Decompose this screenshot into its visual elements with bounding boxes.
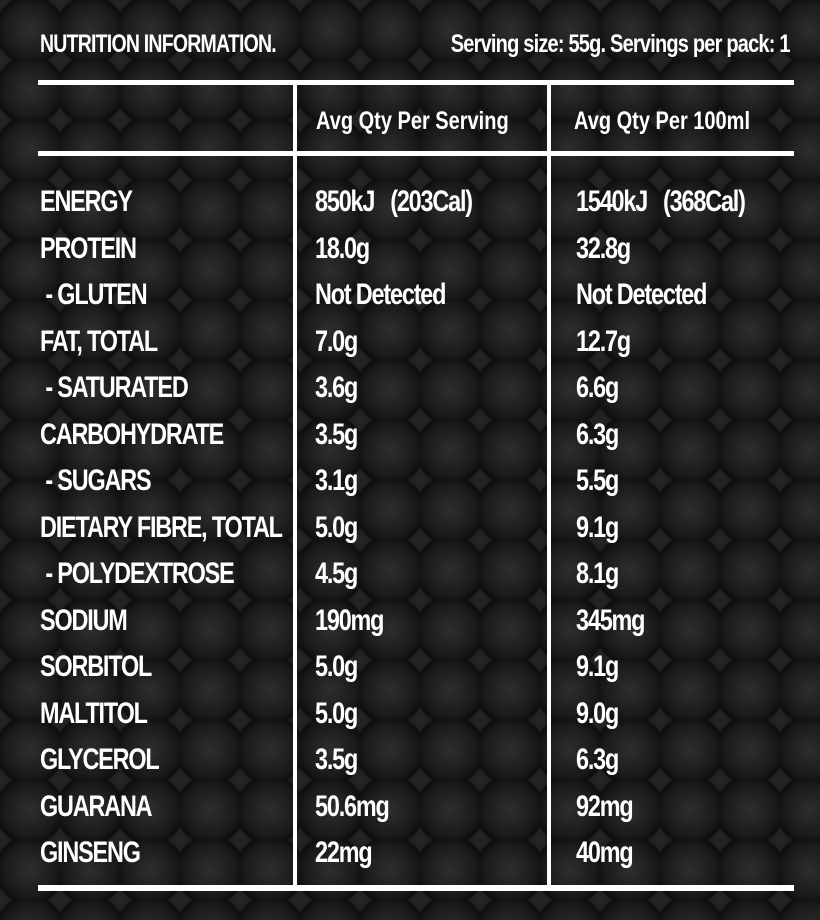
value-per-serving: 5.0g xyxy=(315,510,358,544)
table-row: PROTEIN 18.0g 32.8g xyxy=(40,232,800,279)
value-per-100: 6.3g xyxy=(576,417,619,451)
value-per-serving: 50.6mg xyxy=(315,789,390,823)
value-per-100: 1540kJ (368Cal) xyxy=(576,185,746,218)
value-per-100: 12.7g xyxy=(576,324,631,358)
value-per-serving: 3.5g xyxy=(315,743,358,776)
value-per-100: 345mg xyxy=(576,603,645,637)
nutrient-name: GLYCEROL xyxy=(40,743,160,776)
value-per-serving: 5.0g xyxy=(315,696,358,730)
value-per-100: 9.1g xyxy=(576,510,619,544)
table-row: FAT, TOTAL 7.0g 12.7g xyxy=(40,325,800,372)
nutrient-name: FAT, TOTAL xyxy=(40,324,158,358)
table-row: GINSENG 22mg 40mg xyxy=(40,836,800,883)
nutrient-name: - POLYDEXTROSE xyxy=(40,557,234,590)
nutrient-rows: ENERGY 850kJ (203Cal) 1540kJ (368Cal) PROTE… xyxy=(40,185,800,883)
value-per-100: 5.5g xyxy=(576,464,619,497)
value-per-serving: 3.1g xyxy=(315,464,358,497)
value-per-serving: 18.0g xyxy=(315,231,370,265)
nutrient-name: MALTITOL xyxy=(40,696,148,730)
nutrient-name: GUARANA xyxy=(40,789,153,823)
table-row: - SATURATED 3.6g 6.6g xyxy=(40,371,800,418)
column-header-per-100: Avg Qty Per 100ml xyxy=(574,107,751,135)
column-divider-2 xyxy=(547,80,551,888)
column-header-per-serving: Avg Qty Per Serving xyxy=(316,107,509,135)
value-per-100: 9.0g xyxy=(576,696,619,730)
nutrient-name: DIETARY FIBRE, TOTAL xyxy=(40,510,283,544)
nutrient-name: - GLUTEN xyxy=(40,278,147,311)
table-row: GUARANA 50.6mg 92mg xyxy=(40,790,800,837)
value-per-100: 9.1g xyxy=(576,650,619,683)
nutrient-name: GINSENG xyxy=(40,836,141,869)
column-divider-1 xyxy=(293,80,297,888)
value-per-serving: 4.5g xyxy=(315,557,358,590)
value-per-serving: 3.5g xyxy=(315,417,358,451)
table-row: SORBITOL 5.0g 9.1g xyxy=(40,650,800,697)
nutrient-name: SORBITOL xyxy=(40,650,152,683)
table-row: - SUGARS 3.1g 5.5g xyxy=(40,464,800,511)
value-per-100: 92mg xyxy=(576,789,634,823)
value-per-serving: 5.0g xyxy=(315,650,358,683)
table-row: - GLUTEN Not Detected Not Detected xyxy=(40,278,800,325)
table-row: - POLYDEXTROSE 4.5g 8.1g xyxy=(40,557,800,604)
value-per-100: 6.3g xyxy=(576,743,619,776)
table-row: GLYCEROL 3.5g 6.3g xyxy=(40,743,800,790)
value-per-serving: 850kJ (203Cal) xyxy=(315,185,473,218)
value-per-100: 6.6g xyxy=(576,371,619,404)
nutrient-name: - SUGARS xyxy=(40,464,151,497)
panel-title: NUTRITION INFORMATION. xyxy=(40,30,277,58)
table-row: DIETARY FIBRE, TOTAL 5.0g 9.1g xyxy=(40,511,800,558)
value-per-serving: 22mg xyxy=(315,836,373,869)
table-row: ENERGY 850kJ (203Cal) 1540kJ (368Cal) xyxy=(40,185,800,232)
value-per-100: 8.1g xyxy=(576,557,619,590)
table-row: SODIUM 190mg 345mg xyxy=(40,604,800,651)
serving-info: Serving size: 55g. Servings per pack: 1 xyxy=(451,30,791,58)
nutrient-name: - SATURATED xyxy=(40,371,188,404)
value-per-100: 40mg xyxy=(576,836,634,869)
nutrient-name: PROTEIN xyxy=(40,231,137,265)
value-per-serving: 3.6g xyxy=(315,371,358,404)
top-rule xyxy=(38,80,794,85)
value-per-100: Not Detected xyxy=(576,278,707,311)
table-row: MALTITOL 5.0g 9.0g xyxy=(40,697,800,744)
table-row: CARBOHYDRATE 3.5g 6.3g xyxy=(40,418,800,465)
value-per-serving: 7.0g xyxy=(315,324,358,358)
nutrient-name: SODIUM xyxy=(40,603,128,637)
value-per-serving: Not Detected xyxy=(315,278,446,311)
header-rule xyxy=(38,151,794,156)
bottom-rule xyxy=(38,885,794,891)
value-per-serving: 190mg xyxy=(315,603,384,637)
value-per-100: 32.8g xyxy=(576,231,631,265)
nutrient-name: CARBOHYDRATE xyxy=(40,417,224,451)
nutrient-name: ENERGY xyxy=(40,185,133,218)
